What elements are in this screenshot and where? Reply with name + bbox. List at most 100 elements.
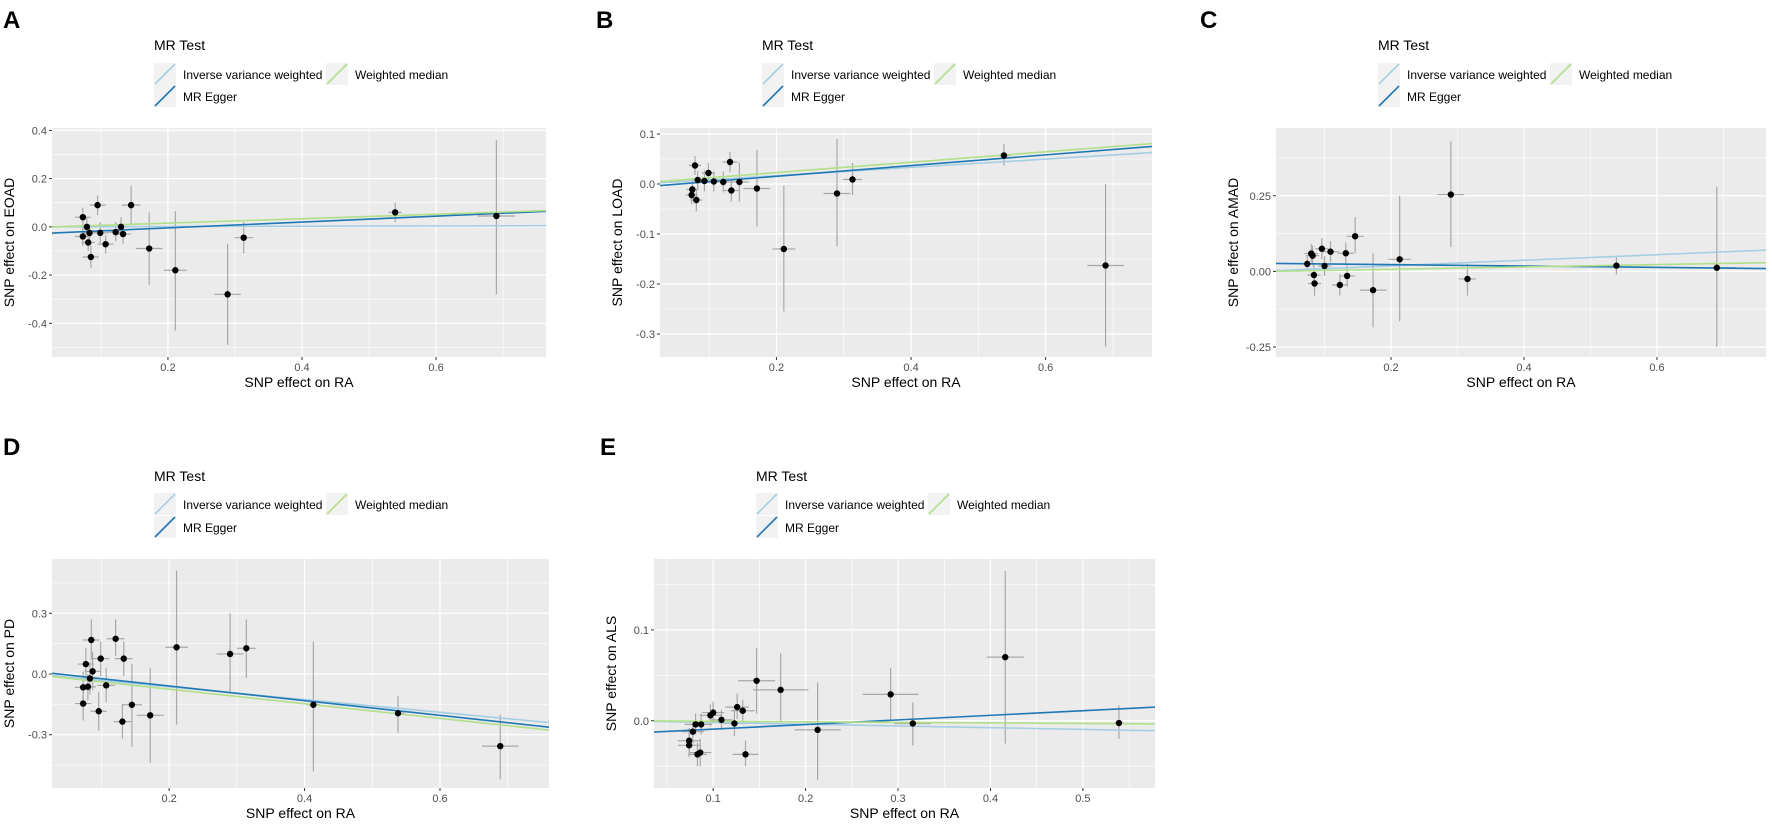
data-point [1321, 262, 1328, 270]
data-point [705, 169, 712, 177]
plot-area [660, 139, 1152, 347]
x-tick-label: 0.4 [297, 793, 312, 805]
y-tick-label: -0.1 [636, 229, 655, 241]
legend-title: MR Test [1378, 37, 1429, 53]
data-point [887, 691, 894, 698]
data-point [1342, 250, 1350, 257]
legend-label: Inverse variance weighted [183, 68, 322, 82]
x-tick-label: 0.2 [161, 793, 176, 805]
plot-background [1276, 128, 1766, 357]
legend-key-line [154, 516, 176, 538]
mr-line-weighted-median [52, 675, 549, 731]
legend: MR Test Inverse variance weighted MR Egger… [154, 37, 448, 107]
y-tick-label: -0.3 [28, 730, 47, 742]
y-tick-label: 0.4 [32, 125, 47, 137]
data-point [728, 187, 735, 194]
data-point [909, 720, 917, 727]
data-point [1310, 271, 1318, 279]
data-point [87, 253, 95, 261]
legend-label: Weighted median [355, 68, 448, 82]
x-tick-label: 0.4 [294, 362, 309, 374]
mr-line-inverse-variance-weighted [1276, 249, 1766, 272]
data-point [701, 177, 708, 185]
mr-line-mr-egger [654, 706, 1155, 733]
y-tick-label: 0.0 [32, 222, 47, 234]
y-tick-label: 0.25 [1250, 191, 1271, 203]
panel-letter: D [3, 434, 20, 461]
data-point [1713, 264, 1721, 271]
data-point [243, 645, 250, 652]
y-axis-title: SNP effect on EOAD [1, 178, 17, 307]
legend-key-line [326, 493, 348, 515]
x-axis-title: SNP effect on RA [850, 805, 960, 821]
legend-key-line [326, 63, 348, 85]
mr-line-mr-egger [52, 210, 546, 234]
data-point [82, 660, 90, 668]
y-tick-label: -0.25 [1246, 342, 1271, 354]
data-point [692, 721, 699, 728]
x-tick-label: 0.2 [1383, 362, 1398, 374]
mr-line-weighted-median [660, 142, 1152, 183]
panel-c: C MR Test Inverse variance weighted MR Egge… [1200, 7, 1766, 390]
legend-label: Inverse variance weighted [785, 498, 924, 512]
y-tick-label: 0.00 [1250, 266, 1271, 278]
x-tick-label: 0.4 [903, 362, 918, 374]
y-tick-label: -0.4 [28, 318, 47, 330]
x-tick-label: 0.2 [798, 793, 813, 805]
data-point [102, 682, 110, 689]
data-point [710, 178, 718, 185]
legend-label: MR Egger [785, 521, 839, 535]
data-point [145, 245, 153, 252]
legend-key-line [154, 493, 176, 515]
data-point [172, 267, 179, 274]
data-point [753, 677, 760, 684]
data-point [112, 635, 119, 642]
legend: MR Test Inverse variance weighted MR Egger… [762, 37, 1056, 107]
data-point [94, 201, 101, 209]
data-point [685, 742, 693, 749]
data-point [79, 700, 87, 707]
x-tick-label: 0.3 [890, 793, 905, 805]
data-point [84, 683, 92, 690]
x-tick-label: 0.6 [1038, 362, 1053, 374]
data-point [497, 742, 504, 750]
legend-key-line [762, 85, 784, 107]
legend-label: MR Egger [183, 521, 237, 535]
data-point [95, 708, 102, 715]
data-point [691, 162, 699, 169]
data-point [726, 158, 734, 166]
panel-a: A MR Test Inverse variance weighted MR Egge… [1, 7, 546, 390]
data-point [849, 176, 856, 183]
data-point [1447, 191, 1455, 198]
plot-area [52, 140, 546, 345]
legend-label: MR Egger [1407, 90, 1461, 104]
y-tick-label: -0.2 [28, 270, 47, 282]
legend-title: MR Test [154, 468, 205, 484]
x-tick-label: 0.4 [983, 793, 998, 805]
x-axis-title: SNP effect on RA [244, 374, 354, 390]
data-point [1613, 262, 1620, 269]
x-tick-label: 0.5 [1075, 793, 1090, 805]
panel-letter: C [1200, 7, 1217, 34]
data-point [119, 230, 127, 238]
legend-title: MR Test [154, 37, 205, 53]
data-point [1309, 252, 1316, 259]
legend: MR Test Inverse variance weighted MR Egger… [756, 468, 1050, 538]
data-point [102, 240, 109, 248]
x-tick-label: 0.2 [769, 362, 784, 374]
legend-label: Weighted median [355, 498, 448, 512]
x-axis-title: SNP effect on RA [246, 805, 356, 821]
data-point [128, 701, 136, 708]
legend-label: Weighted median [957, 498, 1050, 512]
data-point [780, 245, 788, 253]
y-tick-label: 0.0 [32, 669, 47, 681]
x-tick-label: 0.1 [706, 793, 721, 805]
legend-label: MR Egger [791, 90, 845, 104]
panel-letter: A [3, 7, 20, 34]
data-point [739, 707, 746, 714]
legend-key-line [154, 63, 176, 85]
legend-label: Inverse variance weighted [183, 498, 322, 512]
y-axis-title: SNP effect on PD [1, 619, 17, 728]
data-point [226, 650, 234, 658]
mr-line-mr-egger [52, 672, 549, 728]
